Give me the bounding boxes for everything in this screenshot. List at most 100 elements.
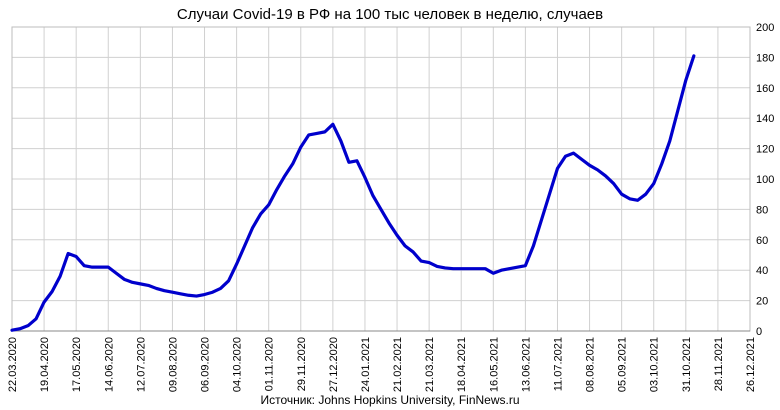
data-point — [388, 222, 390, 224]
data-point — [235, 263, 238, 265]
x-tick-label: 21.02.2021 — [392, 337, 404, 392]
data-point — [243, 245, 246, 247]
data-point — [572, 152, 575, 154]
data-point — [187, 294, 190, 297]
series-layer — [10, 54, 696, 332]
data-point — [283, 175, 286, 177]
data-point — [636, 199, 639, 202]
data-point — [332, 123, 334, 126]
data-point — [380, 208, 382, 211]
y-tick-label: 200 — [756, 22, 774, 34]
x-tick-label: 11.07.2021 — [552, 337, 564, 391]
x-tick-label: 21.03.2021 — [424, 337, 436, 392]
y-tick-label: 160 — [756, 83, 774, 95]
data-point — [364, 176, 366, 179]
data-point — [75, 255, 77, 258]
y-tick-label: 40 — [756, 265, 768, 277]
data-point — [468, 267, 471, 270]
x-tick-label: 06.09.2020 — [200, 337, 212, 392]
data-point — [67, 252, 69, 255]
data-point — [251, 226, 254, 229]
data-point — [693, 55, 695, 57]
x-tick-label: 26.12.2021 — [745, 337, 757, 392]
data-point — [147, 284, 150, 287]
data-point — [588, 164, 591, 167]
y-tick-label: 60 — [756, 235, 768, 247]
data-point — [420, 260, 422, 262]
data-point — [396, 234, 398, 237]
data-point — [660, 163, 663, 165]
data-point — [604, 175, 607, 177]
data-point — [524, 264, 527, 267]
data-point — [11, 329, 13, 332]
data-point — [685, 79, 687, 81]
data-point — [203, 293, 206, 296]
x-tick-label: 17.05.2020 — [71, 337, 83, 392]
data-point — [412, 251, 414, 253]
data-point — [179, 292, 182, 295]
x-tick-label: 08.08.2021 — [585, 337, 597, 392]
data-point — [107, 266, 110, 268]
data-point — [51, 290, 53, 293]
x-tick-label: 01.11.2020 — [264, 337, 276, 391]
data-point — [211, 291, 214, 294]
data-point — [484, 267, 487, 270]
data-point — [43, 301, 45, 303]
y-tick-label: 180 — [756, 52, 774, 64]
x-tick-label: 27.12.2020 — [328, 337, 340, 392]
y-tick-label: 100 — [756, 174, 774, 186]
data-point — [564, 155, 567, 157]
data-point — [556, 167, 559, 170]
x-tick-label: 31.10.2021 — [681, 337, 693, 392]
y-tick-label: 80 — [756, 204, 768, 216]
data-point — [356, 159, 358, 162]
data-point — [308, 134, 310, 136]
data-point — [324, 131, 326, 133]
x-tick-label: 29.11.2020 — [296, 337, 308, 391]
x-tick-label: 03.10.2021 — [649, 337, 661, 392]
data-point — [596, 169, 599, 171]
x-tick-label: 09.08.2020 — [167, 337, 179, 392]
x-tick-label: 14.06.2020 — [103, 337, 115, 392]
data-point — [652, 182, 655, 185]
y-tick-label: 140 — [756, 113, 774, 125]
data-point — [620, 193, 623, 195]
x-tick-label: 16.05.2021 — [488, 337, 500, 392]
x-tick-label: 12.07.2020 — [135, 337, 147, 392]
source-note: Источник: Johns Hopkins University, FinN… — [260, 393, 520, 407]
data-point — [123, 278, 126, 281]
x-tick-label: 04.10.2020 — [232, 337, 244, 392]
data-point — [476, 267, 479, 270]
data-point — [436, 265, 438, 268]
data-point — [452, 267, 455, 270]
x-tick-label: 13.06.2021 — [520, 337, 532, 392]
data-point — [27, 324, 29, 327]
y-tick-label: 120 — [756, 144, 774, 156]
data-point — [540, 219, 543, 221]
data-point — [131, 281, 134, 284]
data-point — [299, 146, 302, 148]
axes — [11, 26, 751, 332]
data-point — [460, 267, 463, 270]
data-point — [548, 193, 551, 195]
data-point — [580, 158, 583, 161]
data-point — [428, 261, 430, 264]
data-point — [532, 245, 535, 247]
data-point — [259, 213, 262, 215]
x-tick-label: 18.04.2021 — [456, 337, 468, 392]
data-point — [267, 204, 270, 206]
data-point — [348, 161, 350, 164]
data-point — [163, 289, 166, 292]
data-point — [668, 140, 671, 142]
data-point — [612, 182, 615, 185]
x-tick-label: 19.04.2020 — [39, 337, 51, 392]
series-line — [10, 54, 696, 332]
data-point — [275, 188, 278, 191]
x-tick-label: 05.09.2021 — [617, 337, 629, 392]
x-tick-label: 28.11.2021 — [713, 337, 725, 391]
x-tick-labels: 22.03.2020 19.04.2020 17.05.2020 14.06.2020… — [7, 337, 757, 392]
data-point — [219, 287, 222, 290]
data-point — [404, 245, 406, 247]
data-point — [677, 109, 679, 112]
